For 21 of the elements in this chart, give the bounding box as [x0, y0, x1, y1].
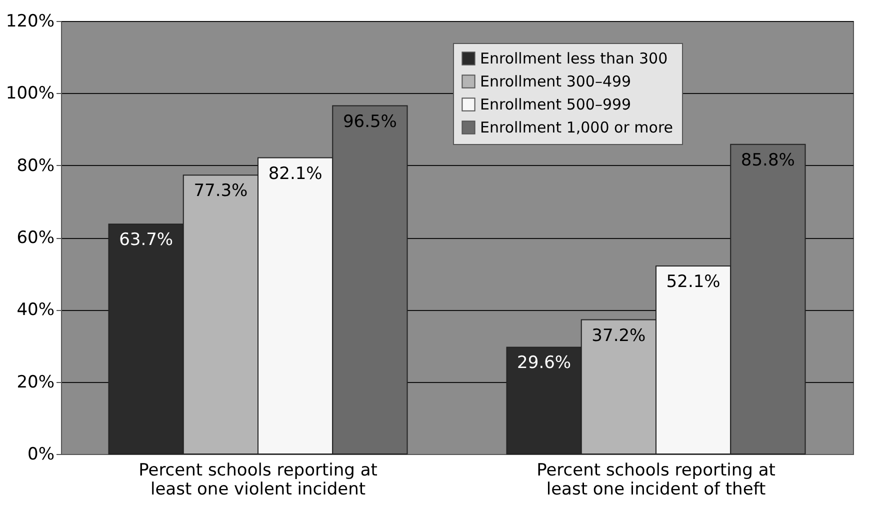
- x-tick-label: Percent schools reporting at least one incident of theft: [536, 460, 776, 500]
- x-tick-label: Percent schools reporting at least one violent incident: [138, 460, 378, 500]
- data-label: 29.6%: [517, 353, 572, 374]
- y-tick-label: 20%: [16, 372, 54, 392]
- legend-label: Enrollment less than 300: [480, 50, 668, 68]
- data-label: 96.5%: [342, 112, 397, 132]
- data-label: 37.2%: [592, 326, 646, 346]
- legend-label: Enrollment 1,000 or more: [480, 118, 674, 136]
- data-label: 85.8%: [740, 150, 795, 170]
- data-label: 63.7%: [119, 230, 174, 250]
- y-tick-label: 100%: [6, 84, 54, 104]
- data-label: 52.1%: [666, 272, 720, 292]
- y-tick-label: 0%: [28, 444, 54, 464]
- legend-label: Enrollment 300–499: [480, 72, 632, 90]
- data-label: 82.1%: [268, 164, 322, 184]
- y-tick-label: 40%: [16, 300, 54, 320]
- y-tick-label: 120%: [6, 12, 54, 32]
- legend-label: Enrollment 500–999: [480, 96, 632, 114]
- data-label: 77.3%: [194, 181, 248, 202]
- y-tick-label: 80%: [16, 156, 54, 176]
- y-tick-label: 60%: [16, 228, 54, 248]
